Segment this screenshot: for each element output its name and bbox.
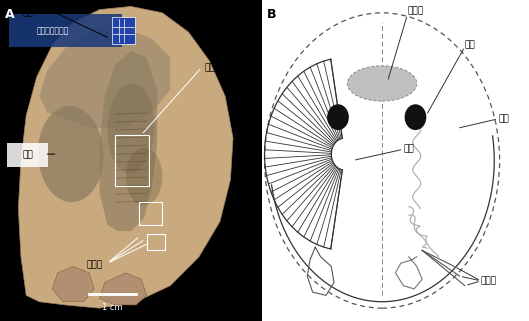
- Polygon shape: [99, 51, 157, 231]
- Text: 中背孔: 中背孔: [407, 7, 424, 16]
- Text: 腹环: 腹环: [498, 114, 509, 123]
- Ellipse shape: [107, 83, 154, 173]
- Polygon shape: [99, 273, 147, 305]
- Text: 侧横管: 侧横管: [481, 276, 497, 285]
- Ellipse shape: [126, 148, 162, 205]
- Text: A: A: [5, 8, 15, 21]
- Polygon shape: [39, 29, 170, 128]
- Polygon shape: [19, 6, 233, 308]
- Text: 鳃囊: 鳃囊: [22, 150, 33, 159]
- Circle shape: [405, 105, 426, 129]
- Text: 眼睛: 眼睛: [465, 40, 476, 49]
- Bar: [115, 135, 149, 186]
- FancyBboxPatch shape: [6, 143, 49, 167]
- Circle shape: [328, 105, 348, 129]
- Bar: [139, 202, 162, 225]
- Text: 腹环: 腹环: [204, 63, 215, 72]
- Text: B: B: [267, 8, 277, 21]
- Polygon shape: [52, 266, 94, 302]
- Ellipse shape: [348, 66, 417, 101]
- FancyBboxPatch shape: [9, 14, 122, 47]
- Bar: [147, 234, 165, 250]
- Text: 侧横管: 侧横管: [86, 260, 103, 269]
- Text: 眼睛: 眼睛: [22, 8, 33, 17]
- Text: 鳃囊: 鳃囊: [404, 145, 414, 154]
- FancyBboxPatch shape: [112, 17, 135, 44]
- Text: 央视新闻客户端: 央视新闻客户端: [36, 26, 69, 35]
- Ellipse shape: [38, 106, 104, 202]
- Text: 1 cm: 1 cm: [102, 303, 123, 312]
